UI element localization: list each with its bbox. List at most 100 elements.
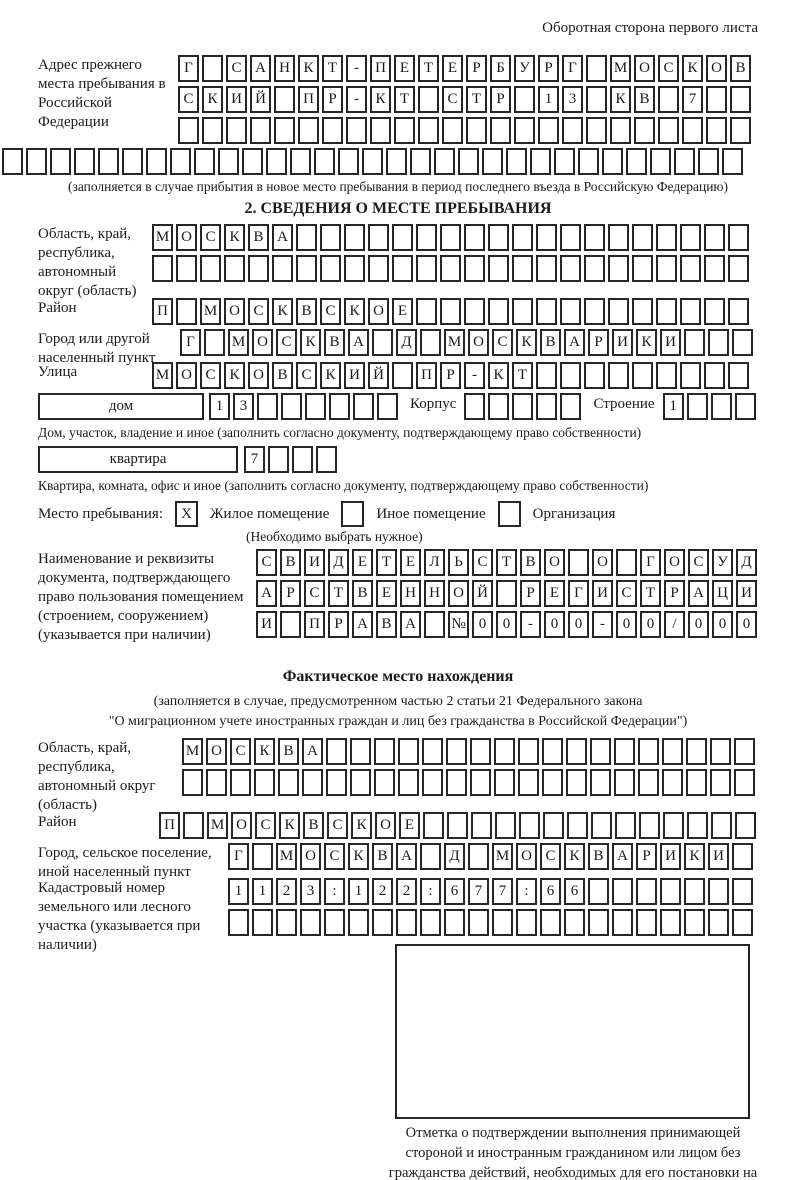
- char-cell: 7: [682, 86, 703, 113]
- char-cell: [206, 769, 227, 796]
- checkbox-inoe: [341, 501, 365, 527]
- char-cell: К: [636, 329, 657, 356]
- char-cell: Т: [512, 362, 533, 389]
- char-cell: [578, 148, 599, 175]
- char-cell: [394, 117, 415, 144]
- char-cell: А: [612, 843, 633, 870]
- char-cell: [732, 329, 753, 356]
- char-cell: М: [152, 362, 173, 389]
- char-cell: [170, 148, 191, 175]
- char-cell: -: [346, 55, 367, 82]
- char-cell: [398, 769, 419, 796]
- char-cell: А: [564, 329, 585, 356]
- char-cell: [560, 224, 581, 251]
- char-cell: [722, 148, 743, 175]
- char-cell: 0: [544, 611, 565, 638]
- char-cell: [200, 255, 221, 282]
- checkbox-zhiloe: X: [175, 501, 198, 527]
- actual-location-note-2: "О миграционном учете иностранных гражда…: [108, 714, 688, 729]
- char-cell: -: [592, 611, 613, 638]
- char-cell: К: [370, 86, 391, 113]
- char-cell: [512, 255, 533, 282]
- char-cell: [50, 148, 71, 175]
- char-cell: М: [228, 329, 249, 356]
- char-cell: К: [202, 86, 223, 113]
- char-cell: В: [588, 843, 609, 870]
- char-cell: [348, 909, 369, 936]
- actual-region-block: Область, край, республика, автономный ок…: [38, 738, 800, 813]
- char-cell: [442, 117, 463, 144]
- char-cell: С: [320, 298, 341, 325]
- char-cell: [662, 738, 683, 765]
- char-cell: С: [304, 580, 325, 607]
- char-cell: Т: [376, 549, 397, 576]
- stay-option-inoe-label: Иное помещение: [376, 505, 486, 522]
- char-cell: В: [540, 329, 561, 356]
- char-cell: 0: [616, 611, 637, 638]
- char-cell: В: [372, 843, 393, 870]
- char-cell: [615, 812, 636, 839]
- char-cell: [658, 117, 679, 144]
- char-cell: В: [376, 611, 397, 638]
- char-cell: [656, 255, 677, 282]
- char-cell: М: [276, 843, 297, 870]
- char-cell: [684, 329, 705, 356]
- apartment-field-box: квартира: [38, 446, 238, 473]
- char-cell: [584, 224, 605, 251]
- char-cell: [732, 909, 753, 936]
- char-cell: И: [708, 843, 729, 870]
- char-cell: О: [375, 812, 396, 839]
- char-cell: [305, 393, 326, 420]
- char-cell: Е: [400, 549, 421, 576]
- char-cell: [320, 224, 341, 251]
- char-cell: Е: [392, 298, 413, 325]
- char-cell: [316, 446, 337, 473]
- char-cell: [536, 255, 557, 282]
- char-cell: [730, 86, 751, 113]
- char-cell: [386, 148, 407, 175]
- char-cell: Р: [280, 580, 301, 607]
- char-cell: [734, 738, 755, 765]
- char-cell: [632, 255, 653, 282]
- char-cell: [536, 362, 557, 389]
- char-cell: [514, 117, 535, 144]
- char-cell: [632, 224, 653, 251]
- char-cell: 0: [568, 611, 589, 638]
- char-cell: [466, 117, 487, 144]
- char-cell: С: [200, 224, 221, 251]
- char-cell: [298, 117, 319, 144]
- char-cell: [638, 738, 659, 765]
- region-row-2: [152, 255, 800, 282]
- apartment-row: 7: [244, 446, 340, 473]
- char-cell: [566, 738, 587, 765]
- char-cell: Т: [466, 86, 487, 113]
- char-cell: [410, 148, 431, 175]
- actual-location-note-1: (заполняется в случае, предусмотренном ч…: [153, 694, 643, 709]
- char-cell: [470, 738, 491, 765]
- char-cell: [632, 298, 653, 325]
- char-cell: [636, 909, 657, 936]
- char-cell: [632, 362, 653, 389]
- char-cell: Н: [274, 55, 295, 82]
- char-cell: -: [346, 86, 367, 113]
- char-cell: [492, 909, 513, 936]
- actual-region-label: Область, край, республика, автономный ок…: [38, 740, 156, 813]
- char-cell: [514, 86, 535, 113]
- document-row-3: И П Р А В А № 0 0-0 0-0 0/0 0 0: [256, 611, 800, 638]
- char-cell: В: [303, 812, 324, 839]
- char-cell: [638, 769, 659, 796]
- char-cell: Р: [466, 55, 487, 82]
- char-cell: [329, 393, 350, 420]
- char-cell: [446, 769, 467, 796]
- char-cell: [658, 86, 679, 113]
- char-cell: Д: [736, 549, 757, 576]
- char-cell: [350, 769, 371, 796]
- char-cell: А: [688, 580, 709, 607]
- char-cell: И: [612, 329, 633, 356]
- char-cell: [710, 738, 731, 765]
- char-cell: [350, 738, 371, 765]
